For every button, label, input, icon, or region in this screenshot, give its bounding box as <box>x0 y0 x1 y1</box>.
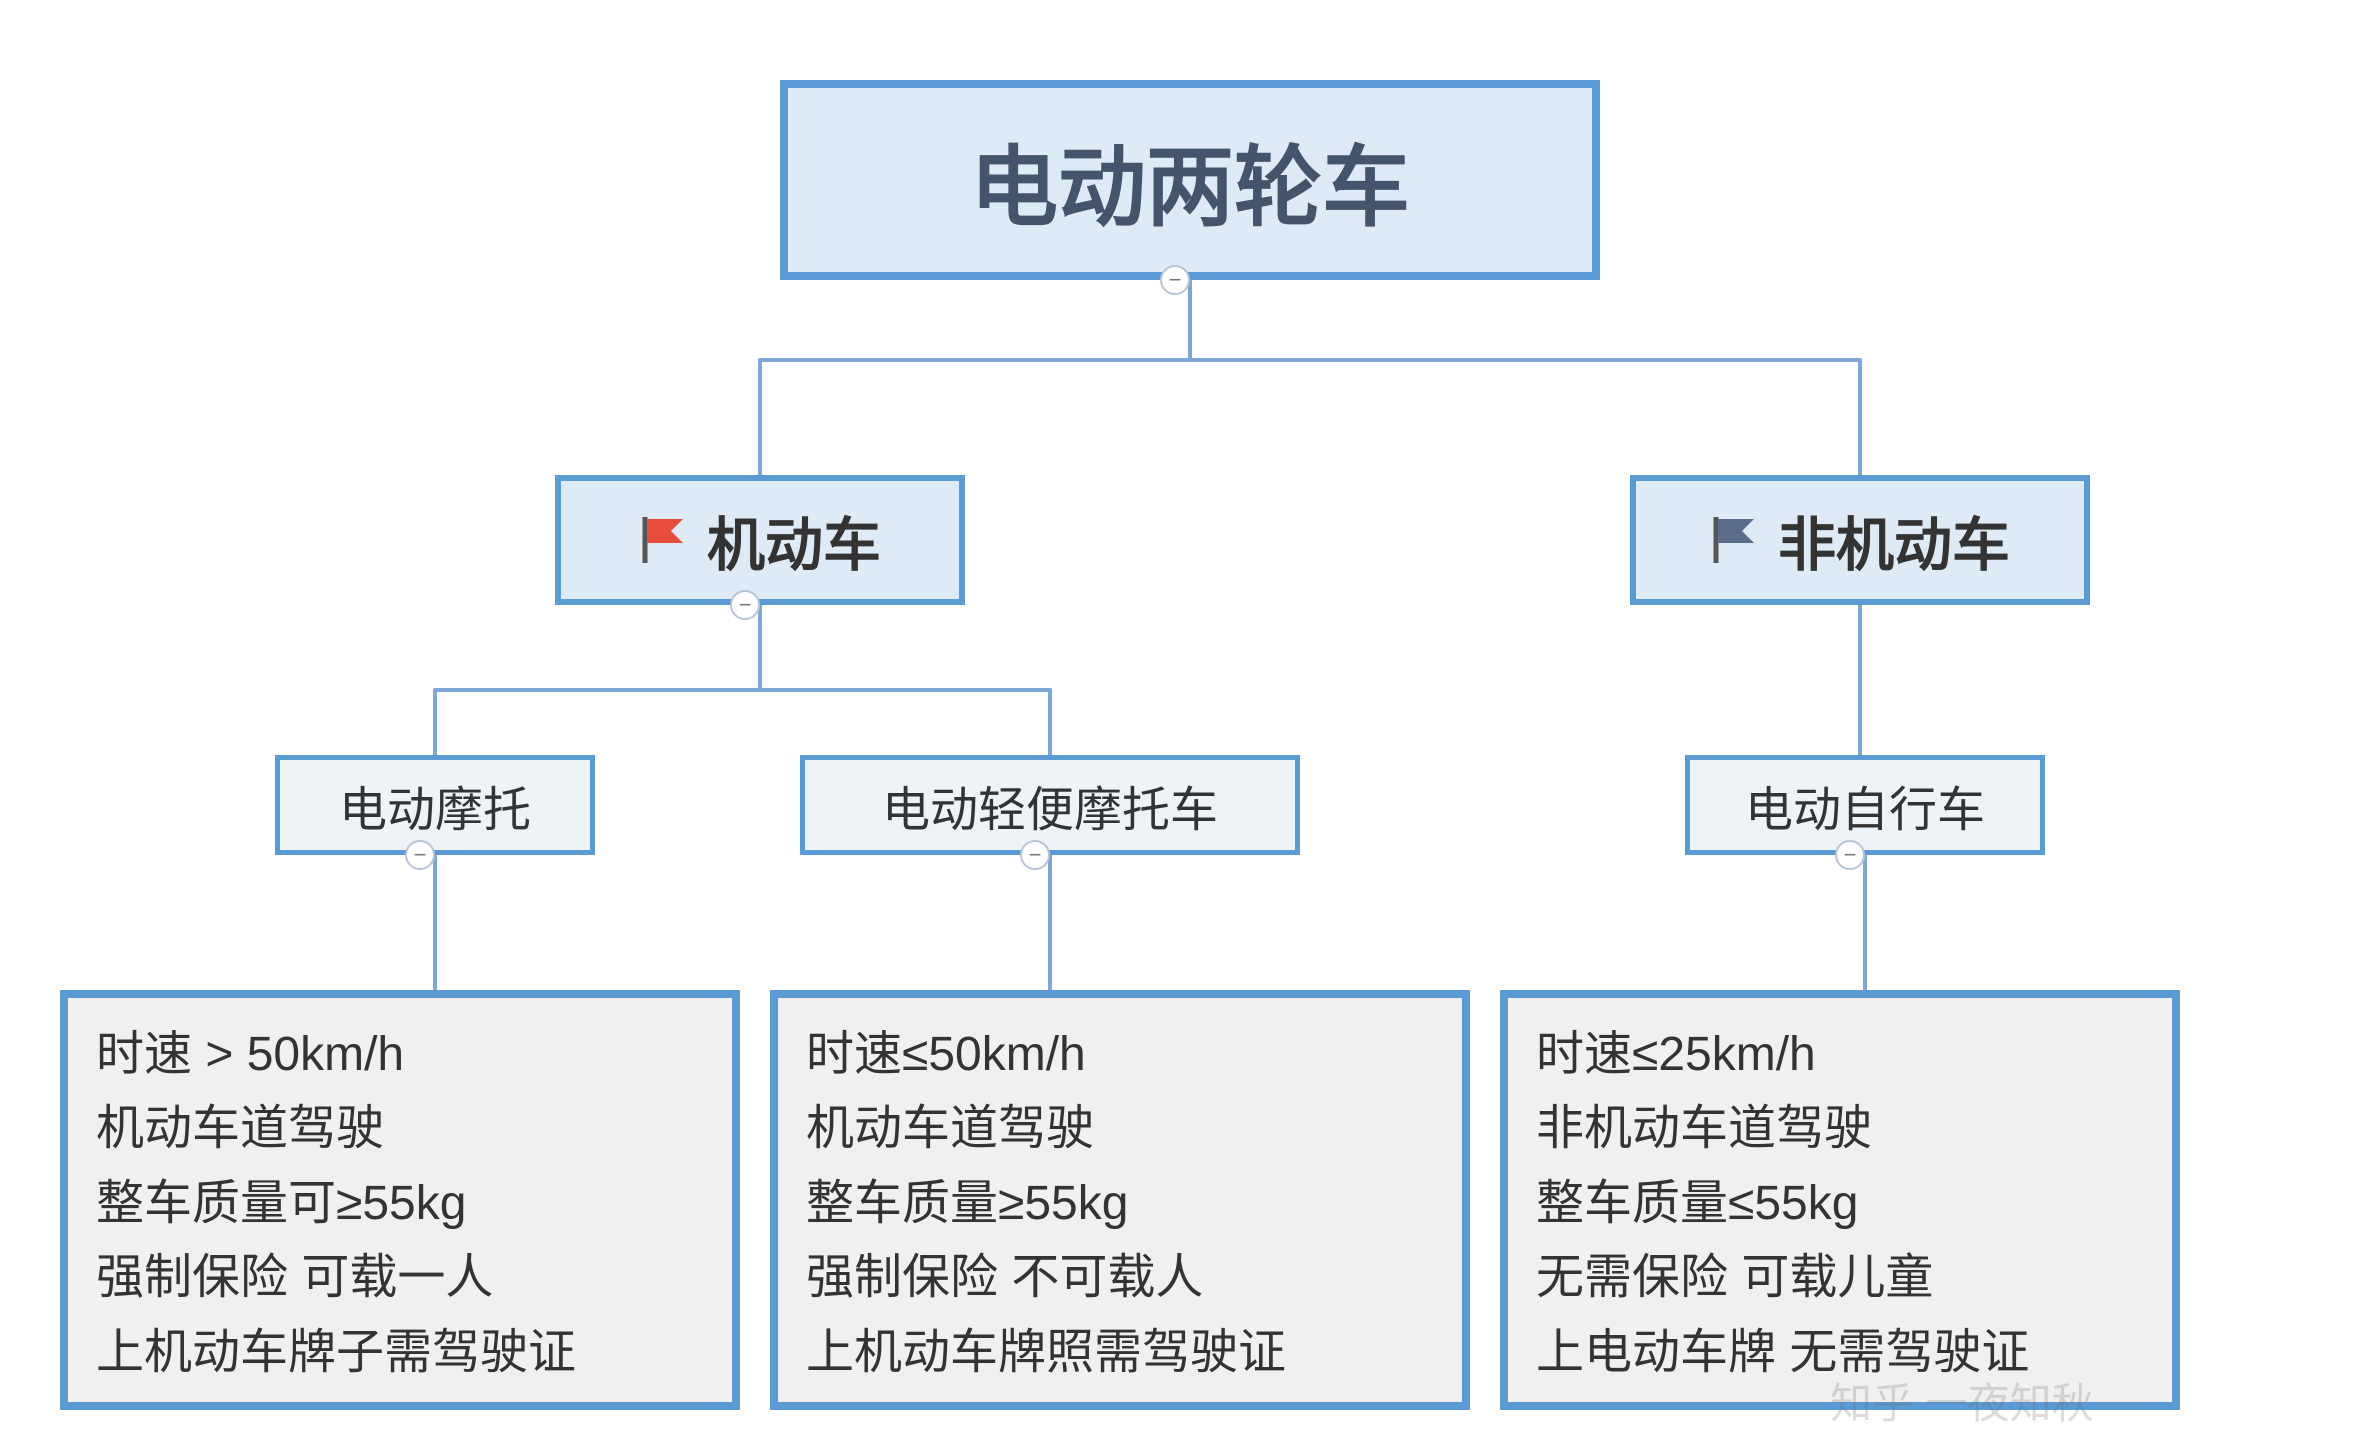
subtype-label: 电动自行车 <box>1745 770 1985 840</box>
detail-line: 整车质量≤55kg <box>1536 1167 1858 1241</box>
subtype-node-e_light_moto: 电动轻便摩托车 <box>800 755 1300 855</box>
flag-icon <box>639 513 689 567</box>
detail-line: 整车质量可≥55kg <box>96 1167 466 1241</box>
detail-line: 时速≤50km/h <box>806 1018 1086 1092</box>
subtype-label: 电动轻便摩托车 <box>882 770 1218 840</box>
watermark-text: 知乎 一夜知秋 <box>1830 1370 2094 1431</box>
detail-node-e_moto: 时速 > 50km/h机动车道驾驶整车质量可≥55kg强制保险 可载一人上机动车… <box>60 990 740 1410</box>
flag-icon <box>1710 513 1760 567</box>
collapse-toggle[interactable]: − <box>1835 840 1865 870</box>
category-label: 非机动车 <box>1778 498 2010 582</box>
detail-line: 机动车道驾驶 <box>96 1092 384 1166</box>
detail-line: 上机动车牌照需驾驶证 <box>806 1316 1286 1390</box>
subtype-node-e_moto: 电动摩托 <box>275 755 595 855</box>
collapse-toggle[interactable]: − <box>1160 265 1190 295</box>
detail-line: 无需保险 可载儿童 <box>1536 1241 1933 1315</box>
detail-node-e_bike: 时速≤25km/h非机动车道驾驶整车质量≤55kg无需保险 可载儿童上电动车牌 … <box>1500 990 2180 1410</box>
detail-line: 强制保险 不可载人 <box>806 1241 1203 1315</box>
collapse-toggle[interactable]: − <box>1020 840 1050 870</box>
collapse-toggle[interactable]: − <box>405 840 435 870</box>
category-label: 机动车 <box>707 498 881 582</box>
detail-line: 整车质量≥55kg <box>806 1167 1128 1241</box>
detail-line: 非机动车道驾驶 <box>1536 1092 1872 1166</box>
detail-node-e_light_moto: 时速≤50km/h机动车道驾驶整车质量≥55kg强制保险 不可载人上机动车牌照需… <box>770 990 1470 1410</box>
subtype-label: 电动摩托 <box>339 770 531 840</box>
detail-line: 上机动车牌子需驾驶证 <box>96 1316 576 1390</box>
category-node-motor: 机动车 <box>555 475 965 605</box>
root-label: 电动两轮车 <box>970 117 1410 244</box>
root-node: 电动两轮车 <box>780 80 1600 280</box>
detail-line: 时速 > 50km/h <box>96 1018 404 1092</box>
subtype-node-e_bike: 电动自行车 <box>1685 755 2045 855</box>
category-node-nonmotor: 非机动车 <box>1630 475 2090 605</box>
detail-line: 机动车道驾驶 <box>806 1092 1094 1166</box>
collapse-toggle[interactable]: − <box>730 590 760 620</box>
detail-line: 时速≤25km/h <box>1536 1018 1816 1092</box>
detail-line: 强制保险 可载一人 <box>96 1241 493 1315</box>
